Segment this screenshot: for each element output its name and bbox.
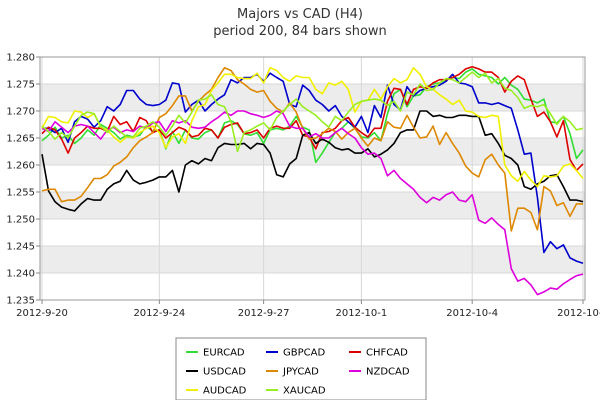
x-tick-label: 2012-10-4 (446, 308, 498, 319)
chart-subtitle: period 200, 84 bars shown (213, 24, 387, 39)
plot-band (40, 246, 585, 273)
x-tick-label: 2012-9-20 (16, 308, 68, 319)
series-line-audcad (41, 67, 584, 188)
series-line-nzdcad (41, 110, 584, 296)
y-axis: 1.235 1.240 1.245 1.250 1.255 1.260 1.265 1.270… (6, 53, 40, 307)
y-tick-label: 1.275 (6, 80, 35, 91)
plot-band (40, 84, 585, 111)
x-tick-label: 2012-9-27 (238, 308, 290, 319)
y-tick-label: 1.240 (6, 269, 35, 280)
legend-label-xaucad: XAUCAD (283, 386, 326, 397)
plot-border (39, 56, 586, 301)
legend: EURCAD GBPCAD CHFCAD USDCAD JPYCAD NZDCAD AUDC… (175, 337, 427, 400)
legend-box (175, 337, 427, 400)
series-line-jpycad (41, 67, 583, 232)
x-tick-label: 2012-9-24 (133, 308, 185, 319)
plot-band (40, 192, 585, 219)
legend-label-eurcad: EURCAD (203, 348, 245, 359)
legend-label-audcad: AUDCAD (203, 386, 247, 397)
legend-label-usdcad: USDCAD (203, 367, 246, 378)
y-tick-label: 1.270 (6, 107, 35, 118)
legend-label-jpycad: JPYCAD (282, 367, 319, 378)
y-tick-label: 1.245 (6, 242, 35, 253)
series-line-gbpcad (42, 72, 584, 265)
series-lines (41, 65, 584, 296)
chart-title: Majors vs CAD (H4) (237, 7, 363, 22)
series-line-xaucad (41, 71, 584, 153)
x-axis: 2012-9-20 2012-9-24 2012-9-27 2012-10-1 2012… (16, 300, 600, 319)
plot-band (40, 165, 585, 192)
series-line-chfcad (41, 65, 584, 172)
plot-background-bands (40, 57, 585, 300)
plot-band (40, 273, 585, 300)
legend-label-nzdcad: NZDCAD (366, 367, 410, 378)
y-tick-label: 1.235 (6, 296, 35, 307)
y-tick-label: 1.280 (6, 53, 35, 64)
y-tick-label: 1.255 (6, 188, 35, 199)
y-tick-label: 1.260 (6, 161, 35, 172)
legend-label-chfcad: CHFCAD (366, 348, 408, 359)
legend-label-gbpcad: GBPCAD (283, 348, 325, 359)
x-tick-label: 2012-10-8 (557, 308, 600, 319)
plot-band (40, 219, 585, 246)
y-tick-label: 1.250 (6, 215, 35, 226)
x-tick-label: 2012-10-1 (336, 308, 388, 319)
y-tick-label: 1.265 (6, 134, 35, 145)
